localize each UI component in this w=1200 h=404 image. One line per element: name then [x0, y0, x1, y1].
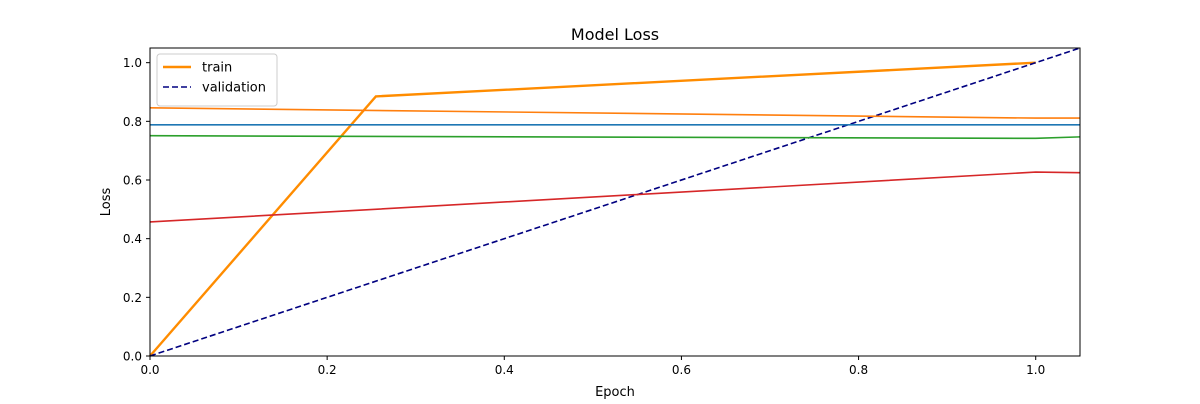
- x-tick-label: 0.0: [140, 363, 159, 377]
- x-tick-label: 0.2: [318, 363, 337, 377]
- y-axis: 0.0 0.2 0.4 0.6 0.8 1.0: [123, 56, 150, 364]
- y-tick-label: 1.0: [123, 56, 142, 70]
- series-line-6: [149, 171, 1081, 223]
- plot-frame: [149, 47, 1081, 357]
- y-tick-label: 0.8: [123, 115, 142, 129]
- series-line-4: [149, 107, 1080, 119]
- y-tick-label: 0.2: [123, 291, 142, 305]
- y-axis-label: Loss: [99, 188, 114, 217]
- series-layer: [149, 47, 1081, 357]
- x-tick-label: 0.6: [672, 363, 691, 377]
- x-axis-label: Epoch: [595, 385, 635, 400]
- x-tick-label: 0.4: [495, 363, 514, 377]
- series-line-1: [149, 61, 1036, 357]
- y-tick-label: 0.0: [123, 350, 142, 364]
- y-tick-label: 0.4: [123, 232, 142, 246]
- legend-label-1: train: [202, 61, 232, 76]
- x-axis: 0.0 0.2 0.4 0.6 0.8 1.0: [140, 356, 1045, 377]
- legend: train validation: [156, 53, 278, 107]
- series-line-5: [149, 134, 1081, 140]
- series-line-2: [149, 47, 1081, 357]
- y-tick-label: 0.6: [123, 174, 142, 188]
- x-tick-label: 1.0: [1026, 363, 1045, 377]
- x-tick-label: 0.8: [849, 363, 868, 377]
- legend-label-2: validation: [202, 81, 266, 96]
- chart-title: Model Loss: [571, 25, 659, 44]
